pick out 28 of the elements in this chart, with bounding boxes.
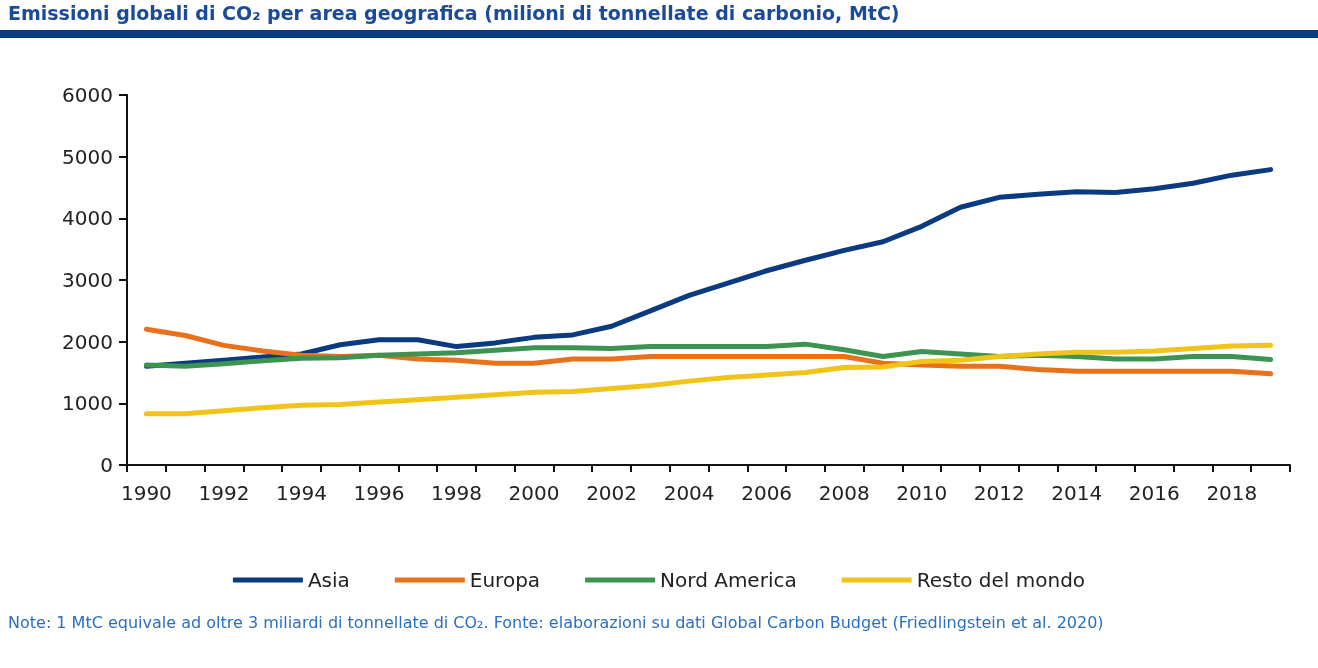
y-tick-label: 0 [100,453,113,477]
y-tick-label: 6000 [62,83,113,107]
y-tick-label: 5000 [62,144,113,169]
x-tick-label: 1990 [120,481,172,505]
text: Note: 1 MtC equivale ad oltre 3 miliardi di tonnellate di CO₂. Fonte: elaborazioni su dati Global Carbon Budget (Friedlingstein et al. 2020) [8,612,1105,634]
x-tick-label: 2008 [818,481,870,505]
legend-label: Resto del mondo [916,568,1086,592]
legend-label: Nord America [660,568,797,592]
x-tick-label: 2018 [1206,481,1258,505]
legend-label: Europa [469,568,541,592]
x-tick-label: 1996 [353,481,405,505]
y-tick-label: 2000 [62,329,113,354]
x-tick-label: 2016 [1128,481,1180,505]
y-tick-label: 3000 [62,268,113,292]
x-tick-label: 1994 [276,481,327,505]
x-tick-label: 2012 [973,481,1025,505]
x-tick-label: 2002 [586,481,638,505]
x-tick-label: 1992 [198,481,250,505]
chart-title: Emissioni globali di CO₂ per area geografica (milioni di tonnellate di carbonio, MtC) [8,2,900,24]
x-tick-label: 2006 [741,481,793,505]
x-tick-label: 2010 [896,481,948,505]
y-tick-label: 4000 [62,206,113,231]
x-tick-label: 2014 [1051,481,1103,505]
x-tick-label: 2004 [663,481,715,505]
x-tick-label: 2000 [508,481,560,505]
x-tick-label: 1998 [431,481,482,505]
y-tick-label: 1000 [62,391,113,416]
legend-label: Asia [307,568,350,592]
